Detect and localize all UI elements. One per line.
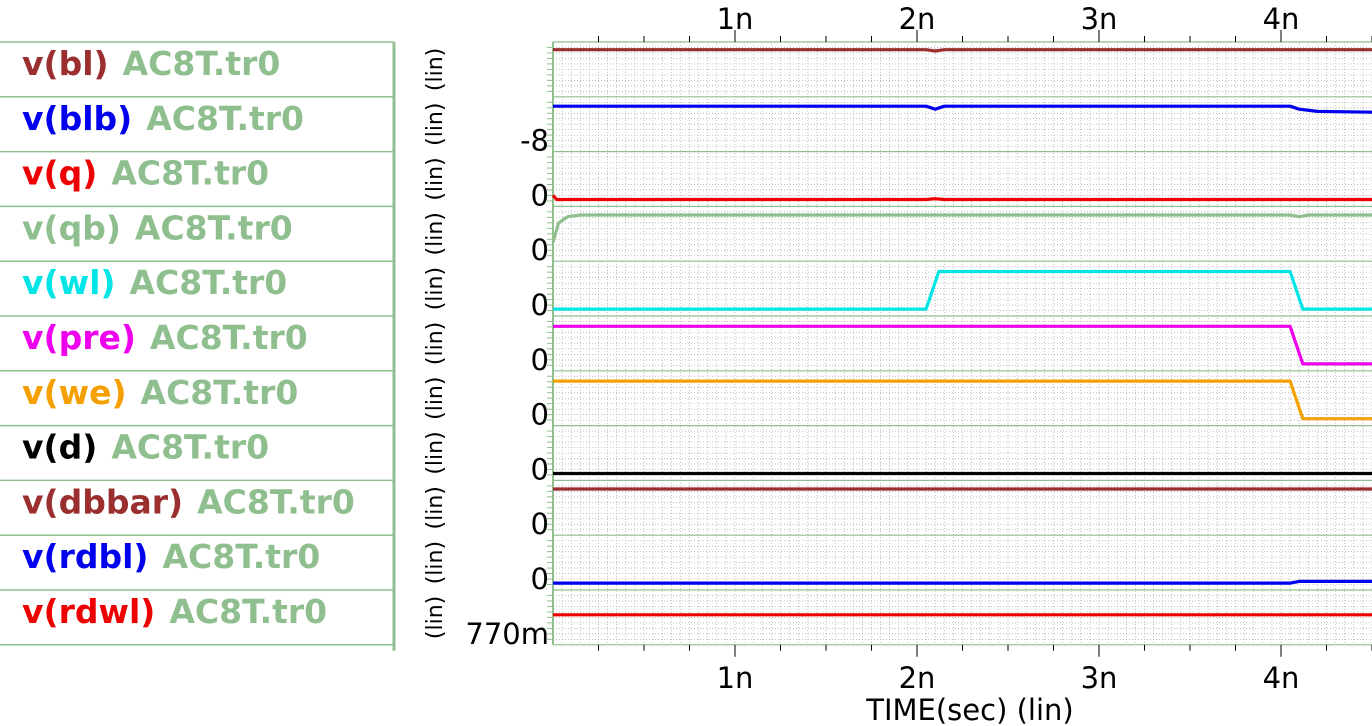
legend-entry-vwl[interactable]: v(wl) AC8T.tr0 [22,263,287,302]
legend-signal-name: v(we) [22,373,127,412]
legend-entry-vwe[interactable]: v(we) AC8T.tr0 [22,373,298,412]
yaxis-tick-label: 770m [465,617,549,651]
x-tick-label-bottom: 2n [899,661,936,695]
yaxis-unit-label: (lin) [423,596,448,639]
yaxis-unit-label: (lin) [423,103,448,146]
trace-vwl[interactable] [553,269,1372,311]
legend-signal-name: v(d) [22,428,97,467]
legend-dataset-name: AC8T.tr0 [197,482,355,521]
x-axis-ticks [598,30,1372,657]
yaxis-unit-label: (lin) [423,157,448,200]
x-tick-label-bottom: 4n [1263,661,1300,695]
legend-dataset-name: AC8T.tr0 [135,208,293,247]
trace-vpre[interactable] [553,324,1372,366]
legend-signal-name: v(wl) [22,263,115,302]
x-tick-label-top: 4n [1263,2,1300,36]
yaxis-unit-label: (lin) [423,377,448,420]
x-tick-label-bottom: 1n [717,661,754,695]
x-tick-label-top: 3n [1081,2,1118,36]
x-tick-label-top: 2n [899,2,936,36]
x-tick-label-top: 1n [717,2,754,36]
plot-grid [553,42,1372,645]
trace-vblb[interactable] [553,104,1372,114]
yaxis-tick-label: 0 [531,452,549,486]
legend-dataset-name: AC8T.tr0 [123,44,281,83]
legend-dataset-name: AC8T.tr0 [141,373,299,412]
legend-signal-name: v(pre) [22,318,136,357]
yaxis-tick-label: 0 [531,178,549,212]
legend-entry-vd[interactable]: v(d) AC8T.tr0 [22,428,269,467]
legend-entry-vqb[interactable]: v(qb) AC8T.tr0 [22,208,293,247]
trace-vbl[interactable] [553,48,1372,53]
yaxis-unit-label: (lin) [423,486,448,529]
legend-signal-name: v(rdbl) [22,537,149,576]
legend-dataset-name: AC8T.tr0 [111,428,269,467]
trace-vwe[interactable] [553,379,1372,421]
yaxis-unit-label: (lin) [423,48,448,91]
yaxis-tick-label: 0 [531,562,549,596]
legend-signal-name: v(qb) [22,208,121,247]
legend-signal-name: v(q) [22,154,97,193]
legend-dataset-name: AC8T.tr0 [111,154,269,193]
legend-dataset-name: AC8T.tr0 [163,537,321,576]
legend-entry-vblb[interactable]: v(blb) AC8T.tr0 [22,99,304,138]
legend-signal-name: v(bl) [22,44,109,83]
x-tick-label-bottom: 3n [1081,661,1118,695]
legend-dataset-name: AC8T.tr0 [146,99,304,138]
yaxis-tick-label: 0 [531,398,549,432]
yaxis-tick-label: 0 [531,288,549,322]
yaxis-unit-label: (lin) [423,322,448,365]
legend-entry-vrdwl[interactable]: v(rdwl) AC8T.tr0 [22,592,327,631]
legend-entry-vq[interactable]: v(q) AC8T.tr0 [22,154,269,193]
trace-vq[interactable] [551,194,1372,202]
legend-dataset-name: AC8T.tr0 [150,318,308,357]
legend-entry-vbl[interactable]: v(bl) AC8T.tr0 [22,44,280,83]
yaxis-unit-label: (lin) [423,267,448,310]
legend-entry-vrdbl[interactable]: v(rdbl) AC8T.tr0 [22,537,320,576]
yaxis-tick-label: 0 [531,343,549,377]
legend-entry-vpre[interactable]: v(pre) AC8T.tr0 [22,318,308,357]
legend-signal-name: v(blb) [22,99,132,138]
legend-dataset-name: AC8T.tr0 [169,592,327,631]
legend-entry-vdbbar[interactable]: v(dbbar) AC8T.tr0 [22,482,355,521]
yaxis-unit-label: (lin) [423,541,448,584]
trace-vqb[interactable] [551,213,1372,243]
legend-dataset-name: AC8T.tr0 [129,263,287,302]
yaxis-unit-label: (lin) [423,212,448,255]
yaxis-tick-label: 0 [531,507,549,541]
legend-signal-name: v(rdwl) [22,592,155,631]
yaxis-unit-label: (lin) [423,431,448,474]
trace-vrdbl[interactable] [553,579,1372,585]
x-axis-title: TIME(sec) (lin) [865,693,1073,726]
yaxis-tick-label: 0 [531,233,549,267]
legend-signal-name: v(dbbar) [22,482,183,521]
yaxis-tick-label: -8 [520,124,549,158]
